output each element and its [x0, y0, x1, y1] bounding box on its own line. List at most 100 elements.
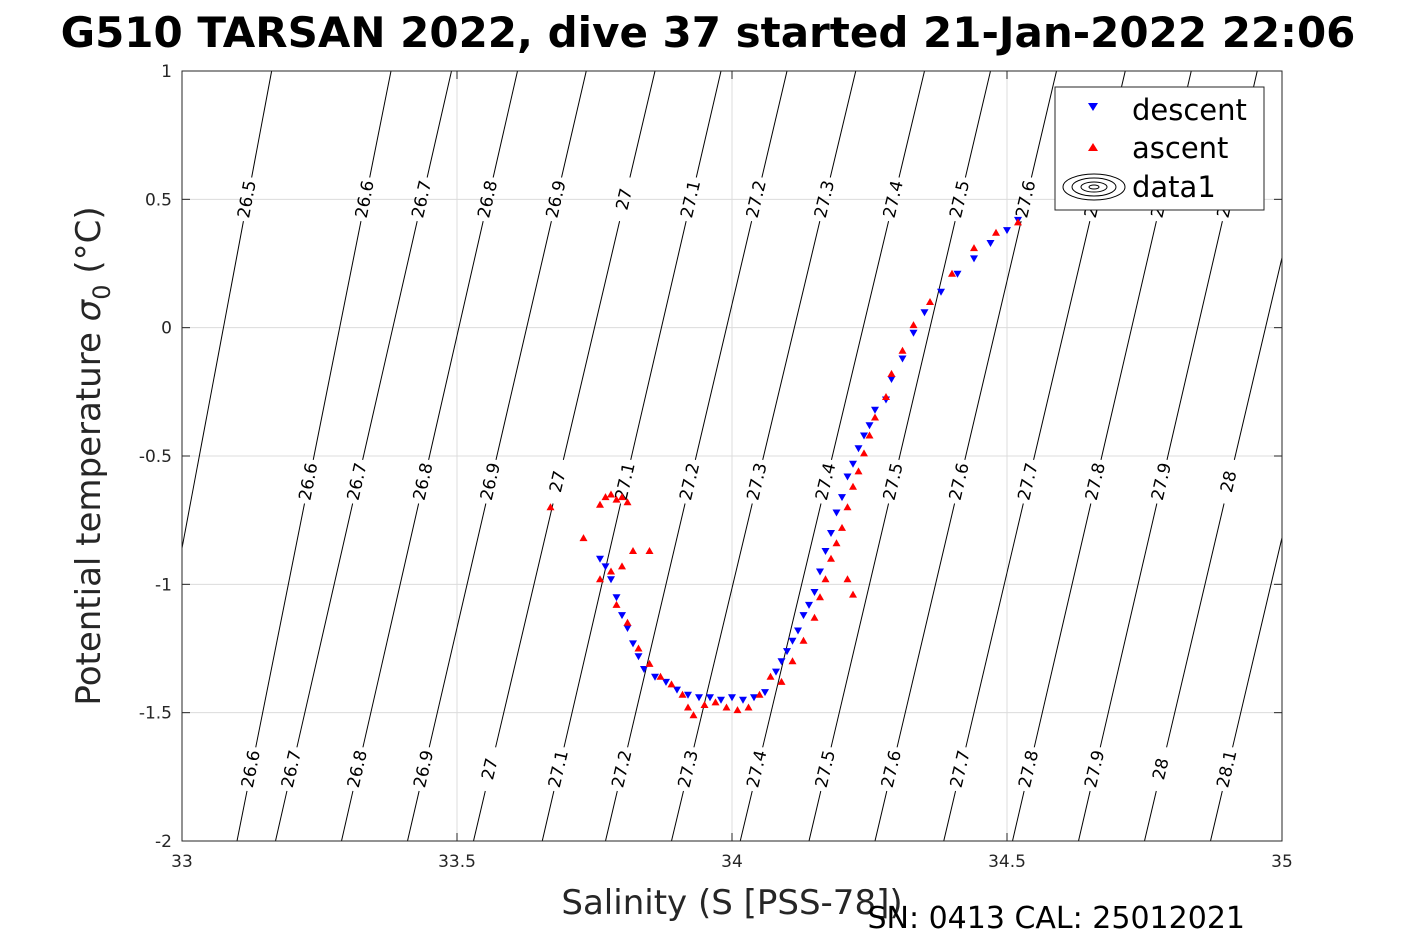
descent-point: [849, 460, 857, 468]
ascent-point: [871, 413, 879, 421]
descent-point: [673, 686, 681, 694]
legend-data1-label: data1: [1132, 170, 1216, 204]
y-tick-label: 0.5: [145, 190, 172, 210]
y-axis-label-main: Potential temperature: [69, 321, 109, 705]
ascent-point: [860, 449, 868, 457]
contour-group: [182, 71, 1282, 841]
contour-line: [964, 221, 1022, 460]
ascent-point: [810, 613, 819, 621]
ascent-point: [678, 690, 687, 698]
contour-line: [1210, 790, 1223, 841]
contour-line: [369, 71, 392, 178]
ascent-point: [849, 590, 857, 598]
contour-line: [1030, 71, 1057, 178]
ascent-point: [827, 554, 835, 562]
ascent-point: [700, 701, 709, 708]
ascent-point: [909, 321, 918, 329]
ascent-point: [1014, 218, 1022, 226]
y-axis-label: Potential temperature σ0 (°C): [69, 206, 116, 705]
descent-point: [750, 694, 758, 702]
ascent-point: [618, 493, 626, 501]
contour-line: [830, 503, 890, 748]
contour-line: [341, 790, 354, 841]
y-axis-label-subscript: 0: [88, 284, 116, 299]
contour-line: [605, 790, 618, 841]
descent-point: [777, 658, 786, 666]
descent-point: [838, 494, 846, 502]
descent-point: [618, 612, 626, 620]
contour-line: [762, 503, 822, 748]
ascent-point: [849, 482, 857, 490]
ascent-point: [755, 690, 764, 698]
contour-label-middle: 28: [1217, 469, 1241, 495]
contour-line: [694, 221, 753, 460]
contour-label-top: 27: [612, 186, 636, 212]
descent-point: [821, 548, 830, 555]
ascent-point: [816, 593, 824, 601]
contour-line: [251, 71, 273, 178]
ascent-point: [838, 523, 846, 531]
ascent-point: [733, 706, 742, 714]
descent-point: [832, 509, 841, 517]
ascent-point: [843, 503, 852, 511]
descent-point: [623, 625, 632, 632]
descent-point: [695, 694, 703, 702]
contour-line: [1099, 503, 1158, 748]
axis-ticks: 33 33.5 34 34.5 35 -2 -1.5 -1 -0.5 0 0.5 1: [139, 62, 1293, 872]
descent-point: [783, 648, 791, 656]
contour-line: [1233, 255, 1282, 460]
descent-point: [805, 601, 813, 609]
contour-label-middle: 27: [546, 469, 570, 495]
contour-line: [1078, 790, 1091, 841]
contour-line: [362, 221, 418, 460]
ascent-point: [689, 711, 698, 719]
ascent-point: [601, 493, 610, 501]
contour-line: [1232, 535, 1282, 748]
ascent-point: [645, 659, 654, 667]
contour-label-bottom: 27: [478, 756, 502, 782]
descent-point: [684, 691, 692, 699]
ascent-point: [887, 369, 896, 377]
ascent-point: [722, 703, 731, 711]
ascent-point: [667, 680, 676, 688]
ascent-point: [865, 431, 874, 439]
descent-point: [612, 594, 621, 602]
descent-point: [607, 576, 615, 584]
descent-point: [788, 637, 797, 645]
contour-line: [808, 790, 822, 841]
contour-line: [874, 790, 888, 841]
contour-line: [627, 503, 686, 748]
ascent-point: [777, 677, 786, 685]
contour-line: [1166, 221, 1223, 460]
descent-point: [887, 376, 896, 383]
ascent-point: [645, 547, 654, 554]
contour-line: [563, 503, 622, 748]
legend: descent ascent data1: [1054, 86, 1265, 211]
ascent-point: [623, 618, 632, 626]
ascent-point: [607, 490, 615, 498]
ascent-point: [612, 495, 621, 503]
descent-point: [651, 673, 659, 681]
ascent-point: [546, 503, 555, 511]
x-tick-label: 34.5: [988, 852, 1026, 872]
contour-line: [296, 503, 354, 748]
ascent-point: [882, 393, 890, 400]
x-tick-label: 33.5: [438, 852, 476, 872]
descent-point: [634, 653, 643, 661]
contour-line: [829, 71, 857, 178]
contour-line: [426, 71, 452, 178]
x-tick-label: 34: [721, 852, 743, 872]
contour-line: [1166, 503, 1225, 748]
descent-point: [728, 694, 736, 702]
descent-point: [794, 627, 802, 635]
descent-point: [1003, 227, 1011, 235]
legend-ascent-marker: [1088, 143, 1098, 151]
contour-line: [896, 503, 956, 748]
descent-point: [970, 255, 978, 263]
y-tick-label: -0.5: [139, 447, 172, 467]
contour-line: [630, 221, 687, 460]
descent-point: [761, 689, 769, 697]
contour-line: [492, 71, 518, 178]
ascent-point: [843, 575, 852, 583]
descent-point: [816, 568, 824, 576]
